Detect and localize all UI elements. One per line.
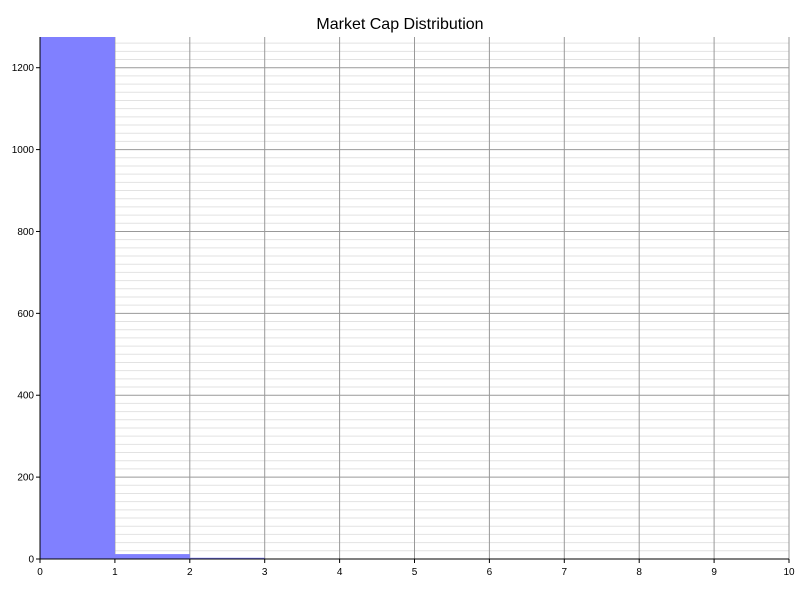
x-tick-label: 1: [112, 567, 118, 578]
chart-title: Market Cap Distribution: [316, 16, 483, 33]
major-gridlines: [40, 37, 790, 559]
y-tick-label: 200: [17, 473, 34, 484]
x-axis-ticks: 0 1 2 3 4 5 6 7 8 9 10: [37, 559, 795, 578]
x-tick-label: 8: [636, 567, 642, 578]
x-tick-label: 6: [487, 567, 493, 578]
x-tick-label: 7: [562, 567, 568, 578]
x-tick-label: 10: [783, 567, 795, 578]
y-tick-label: 1000: [12, 145, 35, 156]
x-tick-label: 0: [37, 567, 43, 578]
x-tick-label: 5: [412, 567, 418, 578]
x-tick-label: 4: [337, 567, 343, 578]
y-tick-label: 0: [28, 555, 34, 566]
x-tick-label: 9: [711, 567, 717, 578]
histogram-bar: [189, 557, 265, 559]
y-axis-ticks: 0 200 400 600 800 1000 1200: [12, 63, 40, 566]
x-tick-label: 3: [262, 567, 268, 578]
histogram-bar: [40, 37, 115, 559]
x-tick-label: 2: [187, 567, 193, 578]
y-tick-label: 800: [17, 227, 34, 238]
y-tick-label: 1200: [12, 63, 35, 74]
y-tick-label: 600: [17, 309, 34, 320]
histogram-bars: [40, 37, 265, 559]
y-tick-label: 400: [17, 391, 34, 402]
histogram-bar: [114, 554, 190, 559]
